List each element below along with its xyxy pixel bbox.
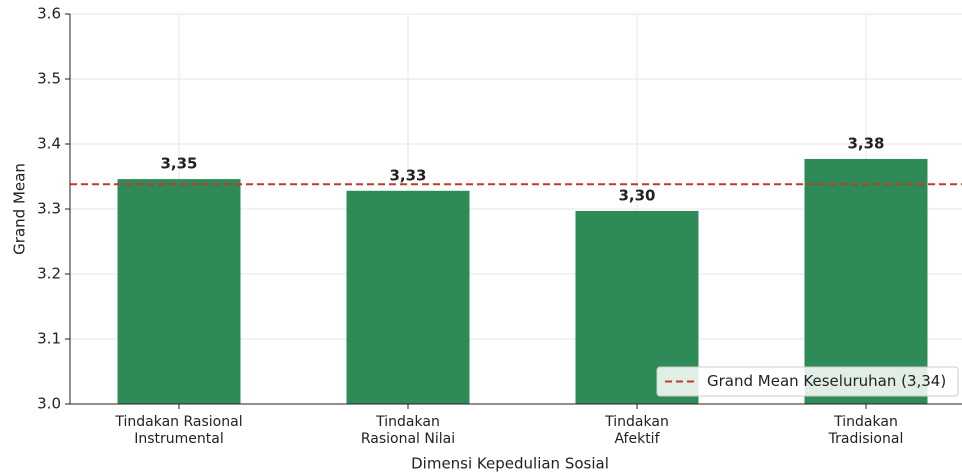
y-tick-label: 3.4 bbox=[37, 135, 61, 153]
x-tick-label: Tindakan Rasional Nilai bbox=[360, 414, 456, 447]
x-tick-label: Tindakan Tradisional bbox=[828, 414, 904, 447]
value-label: 3,35 bbox=[160, 155, 197, 173]
y-tick-label: 3.1 bbox=[37, 330, 61, 348]
bar bbox=[804, 158, 928, 404]
value-label: 3,33 bbox=[389, 166, 426, 184]
bar bbox=[346, 190, 470, 404]
y-axis-label: Grand Mean bbox=[11, 163, 29, 255]
legend-label: Grand Mean Keseluruhan (3,34) bbox=[707, 372, 946, 390]
y-tick-label: 3.2 bbox=[37, 265, 61, 283]
x-tick-label: Tindakan Afektif bbox=[605, 414, 669, 447]
legend: Grand Mean Keseluruhan (3,34) bbox=[656, 366, 959, 397]
value-label: 3,38 bbox=[847, 134, 884, 152]
value-label: 3,30 bbox=[618, 186, 655, 204]
bar bbox=[117, 179, 241, 404]
y-tick-label: 3.6 bbox=[37, 5, 61, 23]
y-tick-label: 3.0 bbox=[37, 395, 61, 413]
y-tick-label: 3.3 bbox=[37, 200, 61, 218]
legend-box bbox=[656, 366, 959, 397]
x-tick-label: Tindakan Rasional Instrumental bbox=[115, 414, 243, 447]
x-axis-label: Dimensi Kepedulian Sosial bbox=[411, 455, 609, 473]
y-tick-label: 3.5 bbox=[37, 70, 61, 88]
